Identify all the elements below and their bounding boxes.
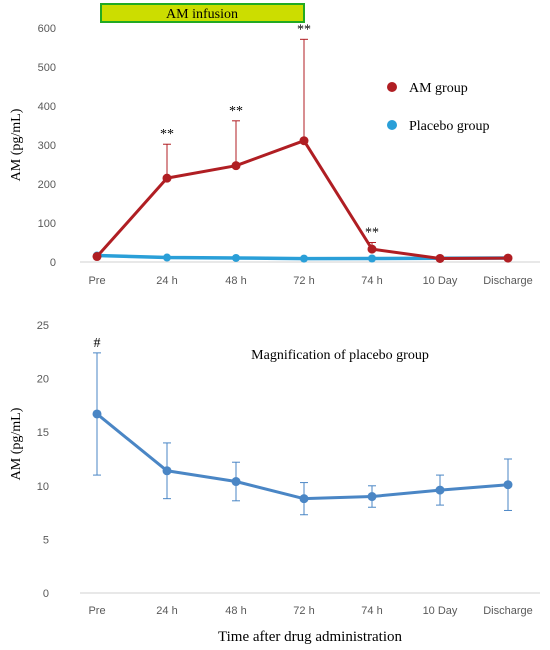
am-group-chart: AM infusion AM (pg/mL) 0 100 200 300 400 500 6… <box>9 3 540 287</box>
top-x-tick-label: Discharge <box>483 275 533 287</box>
placebo-magnified-line <box>96 412 509 501</box>
top-x-tick-label: 72 h <box>293 275 314 287</box>
top-y-tick-label: 500 <box>38 62 56 74</box>
placebo-data-point <box>368 254 376 263</box>
top-y-tick-label: 400 <box>38 101 56 113</box>
top-series-group: ** ** ** ** <box>92 22 513 263</box>
legend: AM group Placebo group <box>387 81 489 134</box>
significance-marker: ** <box>160 127 174 142</box>
legend-marker <box>387 120 397 130</box>
legend-label: AM group <box>409 81 468 96</box>
placebo-magnified-point <box>435 485 445 495</box>
bottom-y-tick-label: 25 <box>37 320 49 332</box>
bottom-chart-title: Magnification of placebo group <box>251 348 429 363</box>
significance-marker: # <box>94 336 101 351</box>
am-data-point <box>299 136 309 146</box>
top-x-tick-label: 74 h <box>361 275 382 287</box>
top-x-tick-label: 24 h <box>156 275 177 287</box>
bottom-y-tick-labels: 0 5 10 15 20 25 <box>37 320 49 600</box>
infusion-label: AM infusion <box>166 7 238 22</box>
placebo-magnified-point <box>299 494 309 504</box>
am-series-line <box>95 139 509 260</box>
am-data-point <box>92 252 102 262</box>
bottom-x-tick-label: 74 h <box>361 605 382 617</box>
x-axis-title: Time after drug administration <box>218 629 402 645</box>
placebo-magnified-point <box>92 409 102 419</box>
bottom-x-tick-label: 24 h <box>156 605 177 617</box>
top-x-tick-label: 10 Day <box>423 275 458 287</box>
top-y-tick-label: 600 <box>38 23 56 35</box>
bottom-y-tick-label: 15 <box>37 427 49 439</box>
legend-label: Placebo group <box>409 119 489 134</box>
significance-marker: ** <box>365 226 379 241</box>
top-y-tick-label: 300 <box>38 140 56 152</box>
bottom-y-tick-label: 5 <box>43 534 49 546</box>
am-data-point <box>367 244 377 254</box>
top-y-axis-label: AM (pg/mL) <box>9 108 24 181</box>
bottom-x-tick-labels: Pre 24 h 48 h 72 h 74 h 10 Day Discharge <box>88 605 532 617</box>
bottom-x-tick-label: 48 h <box>225 605 246 617</box>
top-y-tick-label: 200 <box>38 179 56 191</box>
top-x-tick-label: Pre <box>88 275 105 287</box>
placebo-magnified-point <box>162 466 172 476</box>
top-y-tick-label: 100 <box>38 218 56 230</box>
bottom-y-tick-label: 20 <box>37 374 49 386</box>
placebo-data-point <box>300 254 308 263</box>
placebo-magnified-point <box>367 492 377 502</box>
bottom-x-tick-label: 10 Day <box>423 605 458 617</box>
top-y-tick-label: 0 <box>50 257 56 269</box>
infusion-bar <box>100 3 305 23</box>
significance-marker: ** <box>229 104 243 119</box>
am-data-point <box>162 173 172 183</box>
bottom-y-axis-label: AM (pg/mL) <box>9 407 24 480</box>
placebo-magnified-point <box>231 477 241 487</box>
placebo-data-point <box>232 253 240 262</box>
bottom-y-tick-label: 0 <box>43 588 49 600</box>
placebo-data-point <box>163 253 171 262</box>
significance-marker: ** <box>297 22 311 37</box>
placebo-magnified-point <box>503 480 513 490</box>
legend-marker <box>387 82 397 92</box>
am-data-point <box>231 161 241 171</box>
bottom-x-tick-label: 72 h <box>293 605 314 617</box>
bottom-x-tick-label: Discharge <box>483 605 533 617</box>
top-x-tick-label: 48 h <box>225 275 246 287</box>
bottom-series-group: # <box>92 336 513 516</box>
placebo-magnification-chart: Magnification of placebo group AM (pg/mL… <box>9 320 540 617</box>
top-x-tick-labels: Pre 24 h 48 h 72 h 74 h 10 Day Discharge <box>88 275 532 287</box>
top-y-tick-labels: 0 100 200 300 400 500 600 <box>38 23 56 269</box>
am-data-point <box>503 253 513 263</box>
bottom-y-tick-label: 10 <box>37 481 49 493</box>
bottom-x-tick-label: Pre <box>88 605 105 617</box>
am-data-point <box>435 253 445 263</box>
